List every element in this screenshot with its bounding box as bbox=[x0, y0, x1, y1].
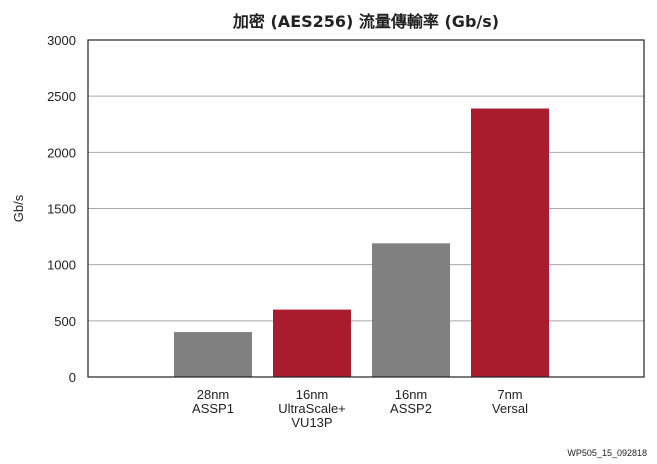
x-tick-label: 16nm bbox=[395, 387, 428, 402]
y-tick-label: 1500 bbox=[47, 202, 76, 217]
x-tick-label: 7nm bbox=[497, 387, 522, 402]
y-tick-label: 0 bbox=[69, 370, 76, 385]
y-tick-label: 2500 bbox=[47, 89, 76, 104]
plot-frame bbox=[87, 39, 645, 378]
y-tick-label: 3000 bbox=[47, 33, 76, 48]
x-tick-label: ASSP1 bbox=[192, 401, 234, 416]
y-axis-label: Gb/s bbox=[11, 194, 26, 222]
x-tick-label: ASSP2 bbox=[390, 401, 432, 416]
figure-id: WP505_15_092818 bbox=[567, 448, 647, 458]
y-tick-label: 2000 bbox=[47, 145, 76, 160]
x-tick-label: 28nm bbox=[197, 387, 230, 402]
y-tick-label: 500 bbox=[54, 314, 76, 329]
x-tick-label: VU13P bbox=[291, 415, 332, 430]
bar bbox=[372, 243, 450, 377]
x-tick-label: UltraScale+ bbox=[278, 401, 346, 416]
x-tick-label: 16nm bbox=[296, 387, 329, 402]
bar bbox=[273, 309, 351, 377]
bar bbox=[471, 108, 549, 378]
y-tick-label: 1000 bbox=[47, 258, 76, 273]
bar bbox=[174, 332, 252, 377]
chart-title: 加密 (AES256) 流量傳輸率 (Gb/s) bbox=[232, 12, 500, 31]
x-tick-label: Versal bbox=[492, 401, 528, 416]
